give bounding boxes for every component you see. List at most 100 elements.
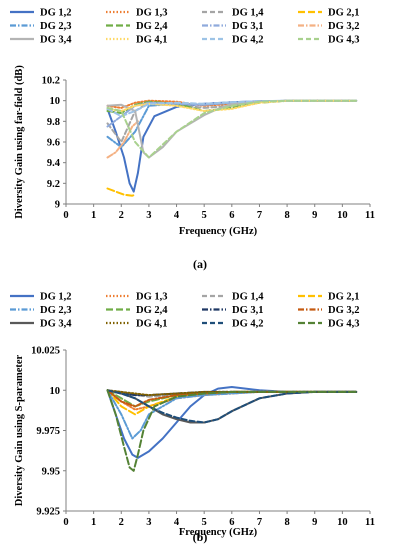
legend-item: DG 2,1 bbox=[298, 292, 360, 303]
x-axis-label: Frequency (GHz) bbox=[179, 226, 258, 237]
axes: 0 1 2 3 4 5 6 7 8 9 10 11 9.925 9.95 9.975 10 10.025 bbox=[31, 346, 375, 529]
legend-item: DG 1,2 bbox=[10, 292, 72, 303]
x-tick-label: 10 bbox=[337, 517, 348, 528]
legend-label: DG 1,2 bbox=[40, 8, 72, 19]
legend-item: DG 3,2 bbox=[298, 21, 360, 32]
x-tick-label: 0 bbox=[63, 517, 68, 528]
panel-label: (b) bbox=[193, 530, 208, 544]
x-tick-label: 8 bbox=[284, 210, 289, 221]
series-line bbox=[106, 389, 358, 472]
x-tick-label: 0 bbox=[63, 210, 68, 221]
x-tick-label: 7 bbox=[257, 210, 262, 221]
legend-label: DG 1,3 bbox=[136, 8, 168, 19]
x-tick-label: 7 bbox=[257, 517, 262, 528]
x-tick-label: 9 bbox=[312, 210, 317, 221]
y-tick-label: 9.95 bbox=[42, 466, 60, 477]
x-tick-label: 11 bbox=[365, 517, 375, 528]
series-group bbox=[106, 386, 358, 472]
legend-label: DG 2,3 bbox=[40, 21, 72, 32]
legend-item: DG 1,3 bbox=[106, 8, 168, 19]
legend-label: DG 1,2 bbox=[40, 292, 72, 303]
legend-label: DG 4,2 bbox=[232, 35, 264, 46]
series-line bbox=[106, 187, 137, 197]
panel-a: DG 1,2 DG 1,3 DG 1,4 DG 2,1 DG 2,3 DG 2,4 DG 3… bbox=[10, 8, 375, 271]
legend-label: DG 4,2 bbox=[232, 319, 264, 330]
x-tick-label: 3 bbox=[146, 517, 151, 528]
series-group bbox=[106, 99, 358, 197]
y-tick-label: 10.025 bbox=[31, 346, 60, 357]
legend-label: DG 3,4 bbox=[40, 319, 72, 330]
x-tick-label: 8 bbox=[284, 517, 289, 528]
y-tick-label: 9.8 bbox=[47, 117, 60, 128]
y-tick-label: 9 bbox=[55, 200, 60, 211]
x-tick-label: 1 bbox=[91, 517, 96, 528]
x-tick-label: 11 bbox=[365, 210, 375, 221]
legend-label: DG 2,3 bbox=[40, 305, 72, 316]
x-tick-label: 6 bbox=[229, 210, 234, 221]
legend-label: DG 3,2 bbox=[328, 21, 360, 32]
legend-label: DG 4,3 bbox=[328, 35, 360, 46]
legend: DG 1,2 DG 1,3 DG 1,4 DG 2,1 DG 2,3 DG 2,4 DG 3… bbox=[10, 292, 360, 330]
legend-item: DG 4,2 bbox=[202, 319, 264, 330]
y-tick-label: 10.2 bbox=[42, 76, 60, 87]
x-tick-label: 6 bbox=[229, 517, 234, 528]
x-tick-label: 4 bbox=[174, 210, 180, 221]
legend-label: DG 4,1 bbox=[136, 319, 168, 330]
panel-b: DG 1,2 DG 1,3 DG 1,4 DG 2,1 DG 2,3 DG 2,4 DG 3… bbox=[10, 292, 375, 544]
y-axis-label: Diversity Gain using far-field (dB) bbox=[14, 65, 25, 219]
legend-item: DG 1,4 bbox=[202, 8, 264, 19]
y-axis-label: Diversity Gain using S-parameter bbox=[14, 354, 25, 506]
legend-label: DG 4,3 bbox=[328, 319, 360, 330]
x-tick-label: 2 bbox=[119, 210, 124, 221]
legend-item: DG 1,3 bbox=[106, 292, 168, 303]
x-tick-label: 9 bbox=[312, 517, 317, 528]
x-axis-label: Frequency (GHz) bbox=[179, 527, 258, 538]
legend-label: DG 4,1 bbox=[136, 35, 168, 46]
legend-item: DG 3,4 bbox=[10, 319, 72, 330]
series-line bbox=[106, 120, 139, 159]
legend-item: DG 4,3 bbox=[298, 35, 360, 46]
y-tick-label: 9.6 bbox=[47, 138, 60, 149]
axes: 0 1 2 3 4 5 6 7 8 9 10 11 9 9.2 9.4 9.6 9.8 10 10.2 bbox=[42, 76, 375, 222]
legend-item: DG 4,2 bbox=[202, 35, 264, 46]
legend-item: DG 3,2 bbox=[298, 305, 360, 316]
legend-item: DG 1,4 bbox=[202, 292, 264, 303]
legend-item: DG 3,1 bbox=[202, 21, 264, 32]
x-tick-label: 1 bbox=[91, 210, 96, 221]
legend-item: DG 2,3 bbox=[10, 21, 72, 32]
legend-item: DG 4,1 bbox=[106, 35, 168, 46]
legend-label: DG 3,2 bbox=[328, 305, 360, 316]
legend-label: DG 1,4 bbox=[232, 8, 264, 19]
x-tick-label: 4 bbox=[174, 517, 180, 528]
y-tick-label: 9.975 bbox=[36, 426, 60, 437]
y-tick-label: 9.4 bbox=[47, 158, 61, 169]
x-tick-label: 3 bbox=[146, 210, 151, 221]
legend-label: DG 2,1 bbox=[328, 8, 360, 19]
legend-label: DG 1,4 bbox=[232, 292, 264, 303]
legend-item: DG 2,4 bbox=[106, 21, 168, 32]
x-tick-label: 5 bbox=[202, 210, 207, 221]
y-tick-label: 10 bbox=[50, 96, 61, 107]
y-tick-label: 10 bbox=[50, 386, 61, 397]
legend-item: DG 2,3 bbox=[10, 305, 72, 316]
legend-item: DG 4,3 bbox=[298, 319, 360, 330]
legend-label: DG 2,1 bbox=[328, 292, 360, 303]
x-tick-label: 5 bbox=[202, 517, 207, 528]
series-line bbox=[106, 99, 358, 159]
y-tick-label: 9.925 bbox=[36, 507, 60, 518]
legend-label: DG 2,4 bbox=[136, 305, 168, 316]
y-tick-label: 9.2 bbox=[47, 179, 60, 190]
legend-item: DG 3,1 bbox=[202, 305, 264, 316]
legend-label: DG 3,1 bbox=[232, 21, 264, 32]
legend-item: DG 4,1 bbox=[106, 319, 168, 330]
legend: DG 1,2 DG 1,3 DG 1,4 DG 2,1 DG 2,3 DG 2,4 DG 3… bbox=[10, 8, 360, 46]
panel-label: (a) bbox=[193, 257, 207, 271]
legend-item: DG 2,1 bbox=[298, 8, 360, 19]
legend-label: DG 1,3 bbox=[136, 292, 168, 303]
legend-label: DG 3,1 bbox=[232, 305, 264, 316]
legend-item: DG 2,4 bbox=[106, 305, 168, 316]
legend-label: DG 2,4 bbox=[136, 21, 168, 32]
x-tick-label: 10 bbox=[337, 210, 348, 221]
